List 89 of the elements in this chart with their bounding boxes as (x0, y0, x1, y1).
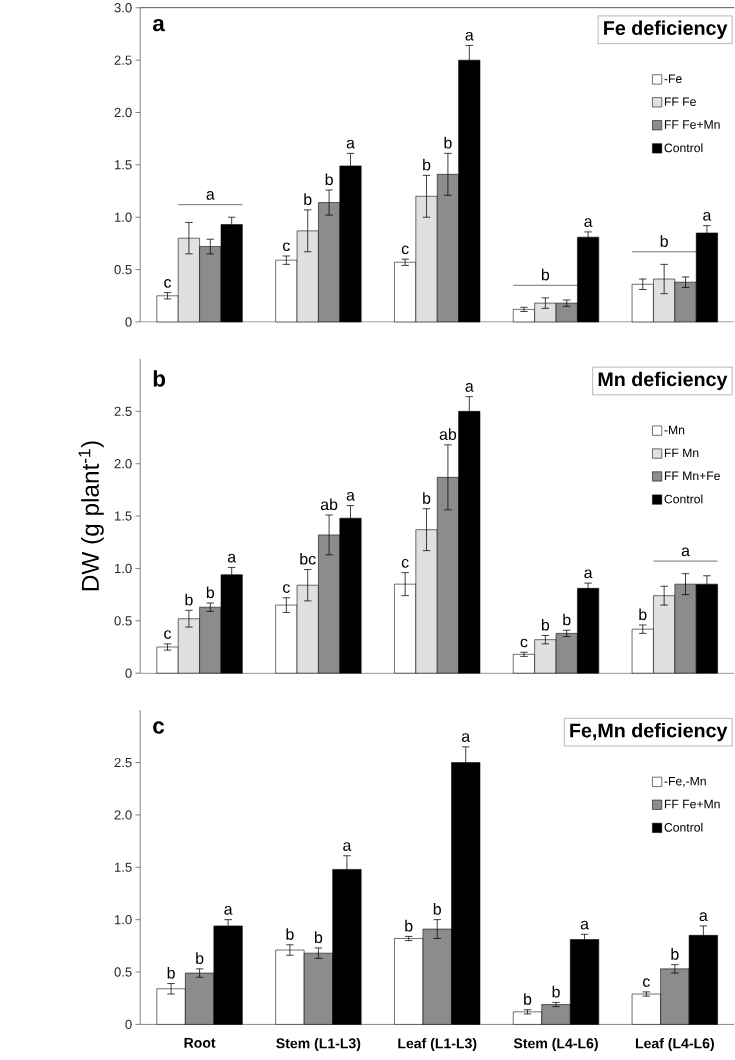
data-label: c (283, 242, 291, 252)
legend-label: FF Mn+Fe (665, 471, 721, 481)
data-label: c (643, 978, 651, 988)
text: Fe deficiency (604, 20, 728, 39)
data-label: b (542, 268, 550, 281)
y-axis-title: DW (g plant$^{-1}$) (78, 441, 104, 591)
data-label: b (423, 492, 431, 504)
y-tick-label: 3.0 (114, 3, 132, 13)
y-tick-label: 2.5 (114, 55, 132, 65)
data-label: b (304, 193, 312, 206)
data-label: b (563, 613, 571, 626)
data-label: b (207, 586, 215, 599)
x-tick-label: Root (184, 1038, 216, 1048)
data-label: b (434, 903, 442, 915)
data-label: a (346, 492, 356, 501)
data-label: c (164, 279, 172, 288)
data-label: c (402, 559, 409, 568)
y-tick-label: 1.5 (115, 862, 132, 872)
data-label: c (402, 245, 409, 255)
data-label: a (465, 383, 474, 392)
x-tick-label: Leaf (L1-L3) (398, 1038, 477, 1052)
y-tick-label: 2.0 (114, 459, 132, 469)
annotation: b (153, 370, 166, 387)
data-label: a (206, 191, 215, 200)
data-label: a (580, 920, 590, 930)
data-label: a (346, 139, 356, 149)
data-label: a (224, 906, 233, 915)
data-label: b (552, 985, 560, 998)
data-label: a (584, 569, 593, 579)
text: Fe,Mn deficiency (570, 723, 728, 742)
legend-label: FF Fe+Mn (665, 799, 720, 809)
x-tick-label: Stem (L1-L3) (276, 1038, 361, 1052)
y-tick-label: 2.5 (114, 406, 132, 416)
data-label: b (325, 173, 334, 186)
data-label: b (405, 919, 413, 932)
x-tick-label: Stem (L4-L6) (514, 1038, 599, 1052)
y-tick-label: 1.0 (115, 212, 132, 222)
legend-label: -Fe,-Mn (664, 776, 706, 787)
y-tick-label: 0 (125, 317, 132, 327)
data-label: a (228, 553, 237, 563)
data-label: a (703, 212, 712, 221)
data-label: c (283, 584, 291, 593)
data-label: b (196, 952, 204, 965)
x-tick-label: Leaf (L4-L6) (636, 1038, 715, 1052)
legend-label: Control (664, 822, 703, 832)
data-label: ab (321, 498, 338, 511)
annotation: c (153, 721, 165, 734)
data-label: b (639, 608, 647, 621)
y-tick-label: 2.0 (114, 810, 132, 820)
data-label: a (681, 547, 691, 557)
y-tick-label: 2.0 (114, 107, 132, 118)
data-label: b (524, 993, 532, 1005)
data-label: a (699, 912, 708, 922)
data-label: b (660, 235, 669, 247)
y-tick-label: 0 (125, 1019, 132, 1030)
legend-label: Control (664, 494, 703, 504)
data-label: c (164, 630, 172, 639)
data-label: c (520, 638, 528, 648)
y-tick-label: 0.5 (114, 616, 132, 626)
data-label: b (444, 136, 452, 149)
y-tick-label: 0 (125, 668, 132, 678)
legend-label: FF Mn (665, 448, 699, 458)
data-label: ab (439, 428, 457, 440)
y-tick-label: 0.5 (114, 967, 132, 977)
data-label: a (462, 733, 471, 742)
y-tick-label: 1.5 (115, 160, 132, 170)
y-tick-label: 1.5 (115, 511, 132, 521)
data-label: b (671, 948, 679, 960)
y-tick-label: 1.0 (115, 563, 132, 574)
y-tick-label: 0.5 (114, 264, 132, 275)
data-label: b (185, 593, 193, 606)
data-label: a (343, 842, 352, 851)
legend-label: -Fe (664, 74, 682, 84)
legend-label: Control (664, 143, 703, 153)
data-label: b (286, 928, 294, 940)
data-label: a (584, 218, 593, 228)
y-tick-label: 1.0 (115, 914, 132, 925)
y-tick-label: 2.5 (114, 757, 132, 768)
data-label: a (465, 31, 474, 41)
legend-label: FF Fe+Mn (665, 120, 720, 129)
data-label: b (423, 158, 431, 171)
data-label: b (167, 966, 176, 979)
legend-label: -Mn (664, 425, 685, 435)
data-label: b (542, 618, 550, 631)
legend-label: FF Fe (665, 97, 697, 106)
annotation: a (153, 18, 166, 32)
data-label: b (315, 931, 323, 944)
text: Mn deficiency (598, 371, 728, 391)
data-label: bc (300, 552, 316, 565)
